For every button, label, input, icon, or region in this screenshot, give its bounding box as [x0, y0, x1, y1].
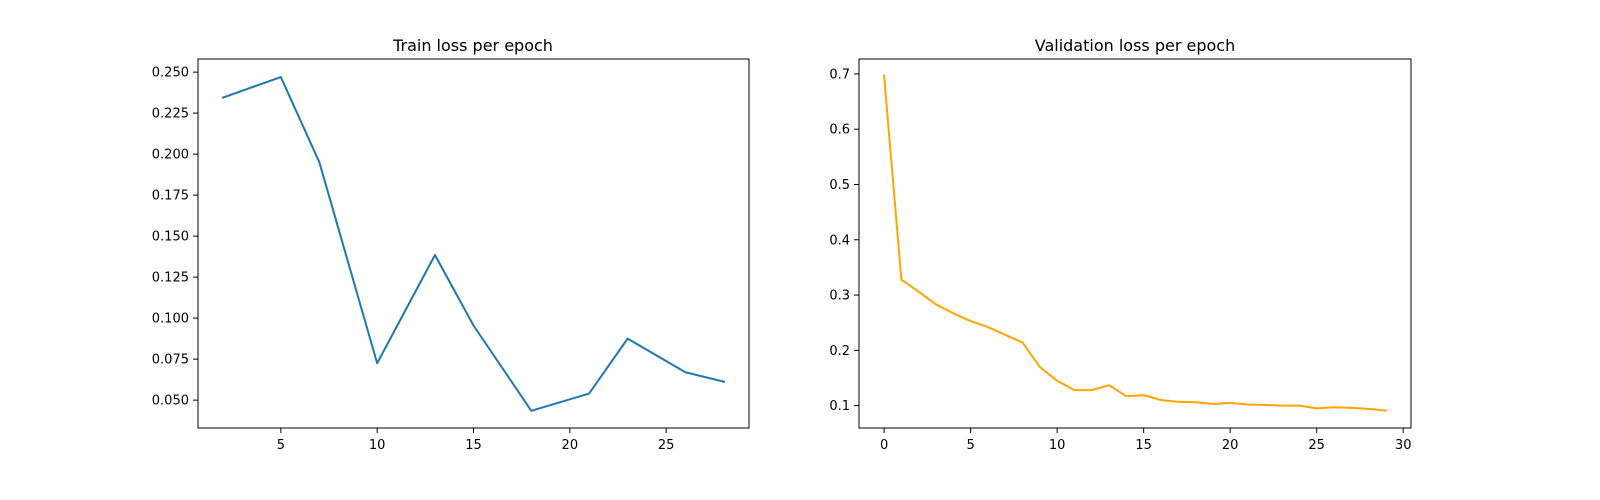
validation-y-tick-label: 0.4	[829, 233, 850, 248]
train-x-tick-label: 20	[562, 438, 579, 453]
validation-loss-line	[883, 74, 1388, 412]
validation-y-tick-label: 0.1	[829, 399, 850, 414]
validation-x-tick-label: 5	[966, 438, 974, 453]
train-x-tick-label: 10	[369, 438, 386, 453]
validation-y-tick-label: 0.7	[829, 67, 850, 82]
validation-loss-chart: Validation loss per epoch 0 5 10 15 20 25 30 0.…	[829, 36, 1412, 453]
validation-x-tick-label: 15	[1135, 438, 1152, 453]
validation-x-tick-label: 25	[1308, 438, 1325, 453]
validation-x-tick-label: 30	[1395, 438, 1412, 453]
train-y-tick-label: 0.150	[152, 230, 189, 245]
train-y-tick-label: 0.250	[152, 66, 189, 81]
validation-x-tick-label: 10	[1049, 438, 1066, 453]
train-y-tick-label: 0.200	[152, 148, 189, 163]
train-x-tick-label: 25	[658, 438, 675, 453]
train-loss-chart: Train loss per epoch 5 10 15 20 25 0.050 0.075…	[152, 36, 750, 453]
train-y-tick-label: 0.075	[152, 353, 189, 368]
validation-loss-title: Validation loss per epoch	[1035, 36, 1235, 55]
train-y-tick-label: 0.125	[152, 271, 189, 286]
validation-y-tick-label: 0.2	[829, 344, 850, 359]
train-x-tick-label: 15	[465, 438, 482, 453]
validation-y-tick-label: 0.5	[829, 178, 850, 193]
validation-y-tick-label: 0.3	[829, 289, 850, 304]
train-loss-title: Train loss per epoch	[392, 36, 553, 55]
train-y-tick-label: 0.100	[152, 312, 189, 327]
validation-x-tick-label: 20	[1222, 438, 1239, 453]
train-loss-line	[221, 76, 726, 412]
train-y-tick-label: 0.175	[152, 189, 189, 204]
validation-x-tick-label: 0	[880, 438, 888, 453]
train-x-tick-label: 5	[277, 438, 285, 453]
validation-y-tick-label: 0.6	[829, 123, 850, 138]
validation-axes-frame	[858, 58, 1412, 429]
train-y-tick-label: 0.050	[152, 394, 189, 409]
train-y-tick-label: 0.225	[152, 107, 189, 122]
